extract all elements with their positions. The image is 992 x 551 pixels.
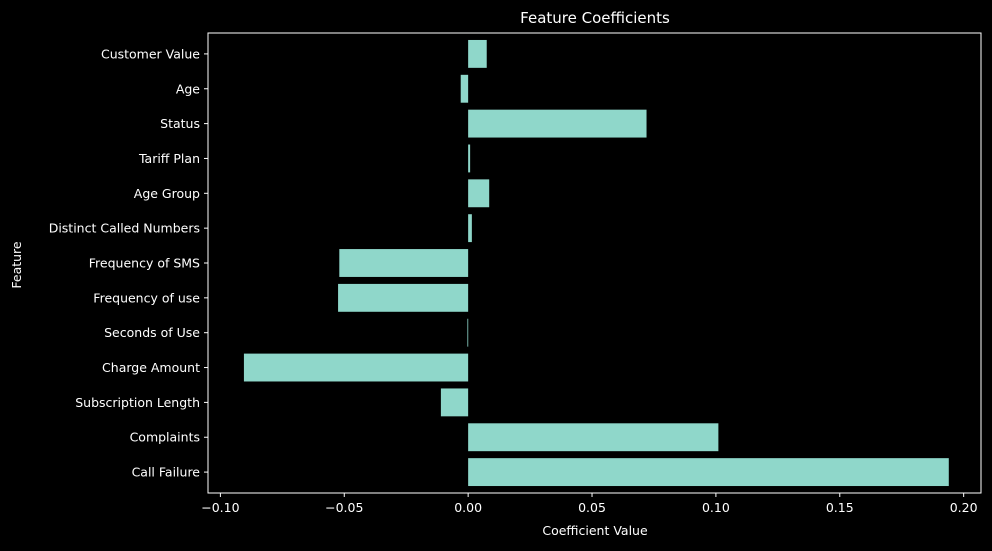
y-tick-label: Tariff Plan (138, 151, 200, 166)
bar-age (460, 74, 469, 103)
bar-tariff-plan (468, 144, 471, 173)
bar-status (468, 109, 647, 138)
y-axis-label: Feature (9, 241, 24, 289)
x-axis-label: Coefficient Value (542, 523, 648, 538)
y-tick-label: Status (160, 116, 200, 131)
x-tick-label: −0.10 (201, 500, 239, 515)
bar-call-failure (468, 458, 949, 487)
x-tick-label: 0.10 (702, 500, 730, 515)
x-tick-label: 0.20 (950, 500, 978, 515)
plot-frame (207, 32, 982, 494)
x-tick-label: 0.00 (454, 500, 482, 515)
bar-complaints (468, 423, 719, 452)
y-tick-label: Seconds of Use (104, 325, 200, 340)
y-tick-label: Age (176, 81, 200, 96)
y-tick-label: Age Group (134, 186, 200, 201)
y-tick-label: Charge Amount (102, 360, 200, 375)
x-tick-label: 0.05 (578, 500, 606, 515)
x-tick-label: −0.05 (325, 500, 363, 515)
chart-title: Feature Coefficients (520, 9, 670, 27)
bar-charge-amount (243, 353, 469, 382)
bar-subscription-length (440, 388, 469, 417)
y-ticks-layer: Call Failure Complaints Subscription Lengt… (49, 46, 208, 480)
y-tick-label: Subscription Length (75, 395, 200, 410)
y-tick-label: Frequency of use (93, 290, 200, 305)
x-ticks-layer: −0.10 −0.05 0.00 0.05 0.10 0.15 0.20 (201, 493, 978, 515)
y-tick-label: Distinct Called Numbers (49, 221, 200, 236)
x-tick-label: 0.15 (826, 500, 854, 515)
bar-frequency-of-sms (339, 249, 469, 277)
bar-customer-value (468, 39, 487, 68)
bar-seconds-of-use (467, 318, 469, 347)
y-tick-label: Frequency of SMS (89, 256, 200, 271)
y-tick-label: Customer Value (101, 46, 200, 61)
y-tick-label: Complaints (130, 430, 200, 445)
bar-distinct-called-numbers (468, 214, 472, 243)
bar-age-group (468, 179, 490, 208)
bar-frequency-of-use (338, 283, 469, 312)
bars-layer (243, 39, 949, 487)
y-tick-label: Call Failure (132, 465, 201, 480)
